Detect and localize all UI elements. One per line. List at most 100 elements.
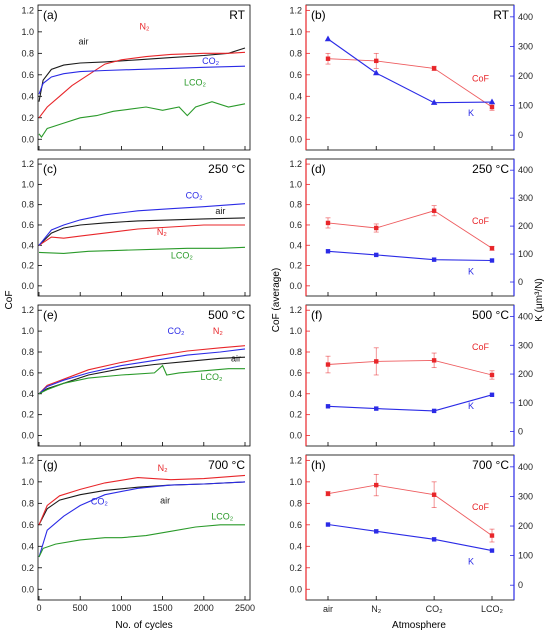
series-label-air: air (160, 495, 170, 505)
series-label-n2: N₂ (158, 463, 168, 473)
series-line-lco2 (38, 364, 245, 395)
y-tick-label: 0.2 (21, 563, 34, 573)
y-tick-label: 1.2 (289, 455, 302, 465)
y-tick-label: 1.0 (21, 326, 34, 336)
y-tick-label: 1.2 (289, 159, 302, 169)
y-tick-label: 0.4 (289, 91, 302, 101)
panel-left-2: 0.0 0.2 0.4 0.6 0.8 1.0 1.2 (c) 250 °C CO₂ air N₂ LC… (21, 158, 251, 297)
left-y-axis-label: CoF (4, 291, 15, 310)
series-label-co2: CO₂ (168, 326, 186, 336)
panel-temperature: 700 °C (208, 458, 245, 472)
data-marker-cof (374, 482, 379, 488)
data-marker-cof (374, 359, 379, 364)
y-tick-label: 0.6 (289, 70, 302, 80)
panel-right-1: 0.0 0.2 0.4 0.6 0.8 1.0 1.2 0 100 200 300 400 (b) RT C… (289, 4, 533, 151)
k-tick-label: 0 (518, 130, 523, 140)
series-line-co2 (38, 203, 246, 246)
panel-temperature: RT (229, 8, 245, 22)
y-tick-label: 0.8 (289, 347, 302, 357)
data-marker-k (374, 529, 379, 534)
series-label-co2: CO₂ (202, 56, 220, 66)
y-tick-label: 0.4 (289, 541, 302, 551)
series-label-lco2: LCO₂ (211, 511, 234, 521)
series-label-air: air (79, 37, 89, 47)
series-label-lco2: LCO₂ (184, 78, 207, 88)
k-tick-label: 0 (518, 427, 523, 437)
data-marker-k (488, 98, 496, 105)
series-line-k (327, 38, 493, 104)
y-tick-label: 0.4 (289, 240, 302, 250)
right-x-axis-label: Atmosphere (392, 620, 446, 631)
y-tick-label: 1.0 (21, 179, 34, 189)
data-marker-k (373, 69, 380, 76)
data-marker-cof (374, 58, 379, 64)
series-label-n2: N₂ (140, 22, 150, 32)
data-marker-cof (489, 372, 495, 378)
data-marker-cof (325, 220, 331, 226)
y-tick-label: 0.8 (21, 498, 34, 508)
data-marker-cof (489, 246, 495, 251)
k-tick-label: 300 (518, 193, 533, 203)
series-line-air (38, 217, 246, 246)
panel-label: (e) (43, 308, 58, 322)
y-tick-label: 0.0 (21, 281, 34, 291)
y-tick-label: 0.6 (289, 520, 302, 530)
panel-frame (305, 454, 515, 601)
data-marker-k (431, 408, 437, 414)
y-tick-label: 0.0 (21, 134, 34, 144)
series-label-air: air (215, 206, 225, 216)
series-label-cof: CoF (472, 342, 490, 352)
k-tick-label: 300 (518, 491, 533, 501)
y-tick-label: 0.8 (21, 48, 34, 58)
y-tick-label: 1.2 (21, 305, 34, 315)
series-line-air (38, 356, 246, 395)
panel-frame (305, 158, 515, 297)
panel-frame (37, 454, 251, 601)
panel-temperature: 700 °C (472, 458, 509, 472)
y-tick-label: 0.0 (289, 431, 302, 441)
x-tick-label: 1500 (153, 603, 173, 613)
y-tick-label: 0.6 (21, 70, 34, 80)
series-line-n2 (38, 345, 246, 395)
y-tick-label: 0.0 (289, 584, 302, 594)
panel-frame (37, 158, 251, 297)
series-line-k (327, 394, 493, 412)
panel-left-3: 0.0 0.2 0.4 0.6 0.8 1.0 1.2 (e) 500 °C CO₂ N₂ air LC… (21, 304, 251, 447)
y-tick-label: 0.4 (21, 389, 34, 399)
y-tick-label: 0.4 (21, 541, 34, 551)
y-tick-label: 1.2 (21, 455, 34, 465)
series-line-n2 (38, 51, 246, 119)
k-tick-label: 200 (518, 521, 533, 531)
series-label-k: K (468, 108, 474, 118)
data-marker-k (374, 252, 379, 258)
k-tick-label: 100 (518, 101, 533, 111)
x-tick-label: 1000 (111, 603, 131, 613)
series-label-lco2: LCO₂ (171, 250, 194, 260)
y-tick-label: 1.0 (289, 326, 302, 336)
data-marker-cof (325, 491, 331, 496)
panel-temperature: RT (493, 8, 509, 22)
series-line-k (327, 523, 493, 552)
data-marker-k (430, 99, 438, 105)
series-line-cof (327, 359, 493, 376)
y-tick-label: 1.2 (289, 305, 302, 315)
y-tick-label: 0.0 (289, 134, 302, 144)
k-tick-label: 100 (518, 398, 533, 408)
y-tick-label: 0.6 (289, 368, 302, 378)
series-line-cof (327, 210, 493, 249)
data-marker-k (431, 257, 437, 262)
panel-left-4: 0.0 0.2 0.4 0.6 0.8 1.0 1.2 0 500 1000 1500 2000 250… (21, 454, 255, 613)
panel-temperature: 500 °C (208, 308, 245, 322)
y-tick-label: 1.2 (289, 5, 302, 15)
y-tick-label: 0.4 (21, 91, 34, 101)
data-marker-k (489, 548, 495, 553)
y-tick-label: 1.2 (21, 159, 34, 169)
panel-frame (37, 4, 251, 151)
data-marker-cof (325, 362, 331, 367)
data-marker-k (431, 537, 437, 542)
data-marker-k (325, 249, 331, 254)
k-tick-label: 400 (518, 312, 533, 322)
series-label-k: K (468, 401, 474, 411)
k-tick-label: 100 (518, 551, 533, 561)
y-tick-label: 0.8 (289, 498, 302, 508)
